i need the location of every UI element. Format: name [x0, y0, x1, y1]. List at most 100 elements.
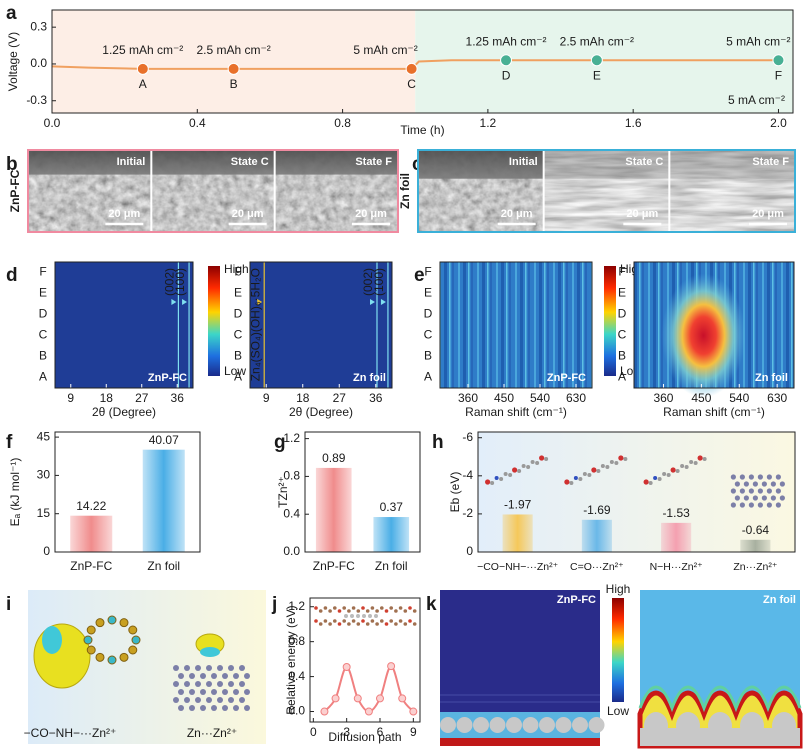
x-tick-label: 9 [67, 391, 74, 405]
lattice-atom [195, 681, 201, 687]
molecule-atom [675, 469, 680, 473]
x-tick-label: 540 [530, 391, 550, 405]
sem-top [418, 150, 544, 179]
molecule-atom [596, 469, 601, 473]
molecule-atom [512, 467, 518, 473]
plot-frame [304, 431, 421, 553]
lattice-atom [222, 689, 228, 695]
lattice-atom [217, 681, 223, 687]
deposit [588, 717, 605, 733]
inset-atom [337, 609, 342, 613]
y-tick-label: 0.0 [30, 56, 47, 70]
lattice-atom [178, 705, 184, 711]
molecule-atom [623, 457, 628, 461]
x-tick-label: 36 [369, 391, 383, 405]
inset-atom [342, 619, 347, 623]
category-label: −CO−NH−···Zn²⁺ [477, 561, 559, 573]
category-label: D [618, 307, 627, 321]
lattice-atom [766, 502, 772, 508]
lattice-atom [244, 705, 250, 711]
x-axis-label: 2θ (Degree) [92, 405, 156, 419]
state-label: D [502, 68, 511, 82]
inset-atom [389, 606, 394, 610]
molecule-atom [490, 481, 495, 485]
sem-frame [417, 149, 796, 233]
inset-ion [344, 614, 348, 618]
panel-letter: b [6, 154, 18, 175]
molecule-atom [591, 467, 597, 473]
sem-top [151, 150, 275, 175]
inset-atom [389, 619, 394, 623]
state-annotation: 5 mAh cm⁻² [726, 34, 790, 48]
lattice-atom [178, 673, 184, 679]
sim-electrode [640, 728, 800, 746]
state-label: Initial [509, 156, 538, 168]
sample-label: Zn foil [398, 173, 412, 209]
x-tick-label: 2.0 [770, 116, 787, 130]
value-label: 0.37 [380, 500, 404, 514]
plot-frame [633, 261, 795, 389]
ring-atom [107, 615, 117, 625]
category-label: D [39, 307, 48, 321]
x-tick-label: 360 [653, 391, 673, 405]
category-label: A [39, 370, 47, 384]
x-tick-label: 450 [494, 391, 514, 405]
data-point [331, 694, 340, 703]
x-tick-label: 0.0 [44, 116, 61, 130]
category-label: D [424, 307, 433, 321]
state-annotation: 2.5 mAh cm⁻² [560, 34, 634, 48]
inset-atom [356, 622, 361, 626]
heatmap-field [440, 262, 592, 388]
molecule-atom [521, 464, 526, 468]
molecule-atom [494, 476, 499, 480]
heatmap-hotspot [661, 273, 746, 398]
inset-atom [384, 609, 389, 613]
lattice-atom [775, 502, 781, 508]
molecule-atom [657, 477, 662, 481]
molecule-atom [569, 481, 574, 485]
x-tick-label: 0.8 [334, 116, 351, 130]
lattice-atom [739, 488, 745, 494]
state-annotation: 1.25 mAh cm⁻² [102, 43, 183, 57]
scale-label: 20 μm [355, 208, 387, 220]
inset-atom [403, 609, 408, 613]
charge-density [33, 623, 91, 689]
inset-atom [347, 609, 351, 613]
category-label: B [234, 349, 242, 363]
x-tick-label: 18 [100, 391, 114, 405]
x-tick-label: 630 [767, 391, 787, 405]
state-annotation: 2.5 mAh cm⁻² [196, 43, 270, 57]
x-axis-label: Time (h) [400, 123, 444, 137]
lattice-atom [743, 481, 749, 487]
ring-atom [128, 625, 138, 635]
category-label: Zn foil [375, 559, 408, 573]
y-tick-label: 0.0 [283, 544, 300, 558]
molecule-atom [662, 472, 667, 476]
inset-atom [398, 606, 403, 610]
lattice-atom [244, 689, 250, 695]
value-label: 40.07 [149, 433, 179, 447]
y-tick-label: 0.3 [30, 19, 47, 33]
value-label: -1.69 [583, 503, 611, 517]
state-marker [136, 62, 149, 75]
deposit [489, 717, 506, 733]
data-line [323, 665, 415, 713]
molecule-atom [689, 460, 694, 464]
y-axis-label: TZn²⁺ [276, 476, 290, 508]
category-label: B [618, 349, 626, 363]
region [415, 10, 793, 113]
data-point [320, 707, 329, 716]
lattice-atom [228, 681, 234, 687]
molecule-atom [499, 477, 504, 481]
inset-ion [350, 614, 354, 618]
plot-frame [439, 261, 593, 389]
lattice-atom [228, 697, 234, 703]
inset-atom [342, 606, 347, 610]
peak-label: Zn₄(SO₄)(OH)₆·5H₂O [248, 268, 262, 381]
x-tick-label: 540 [729, 391, 749, 405]
lattice-atom [757, 502, 763, 508]
deposit [506, 717, 522, 733]
category-label: Zn···Zn²⁺ [733, 561, 777, 573]
